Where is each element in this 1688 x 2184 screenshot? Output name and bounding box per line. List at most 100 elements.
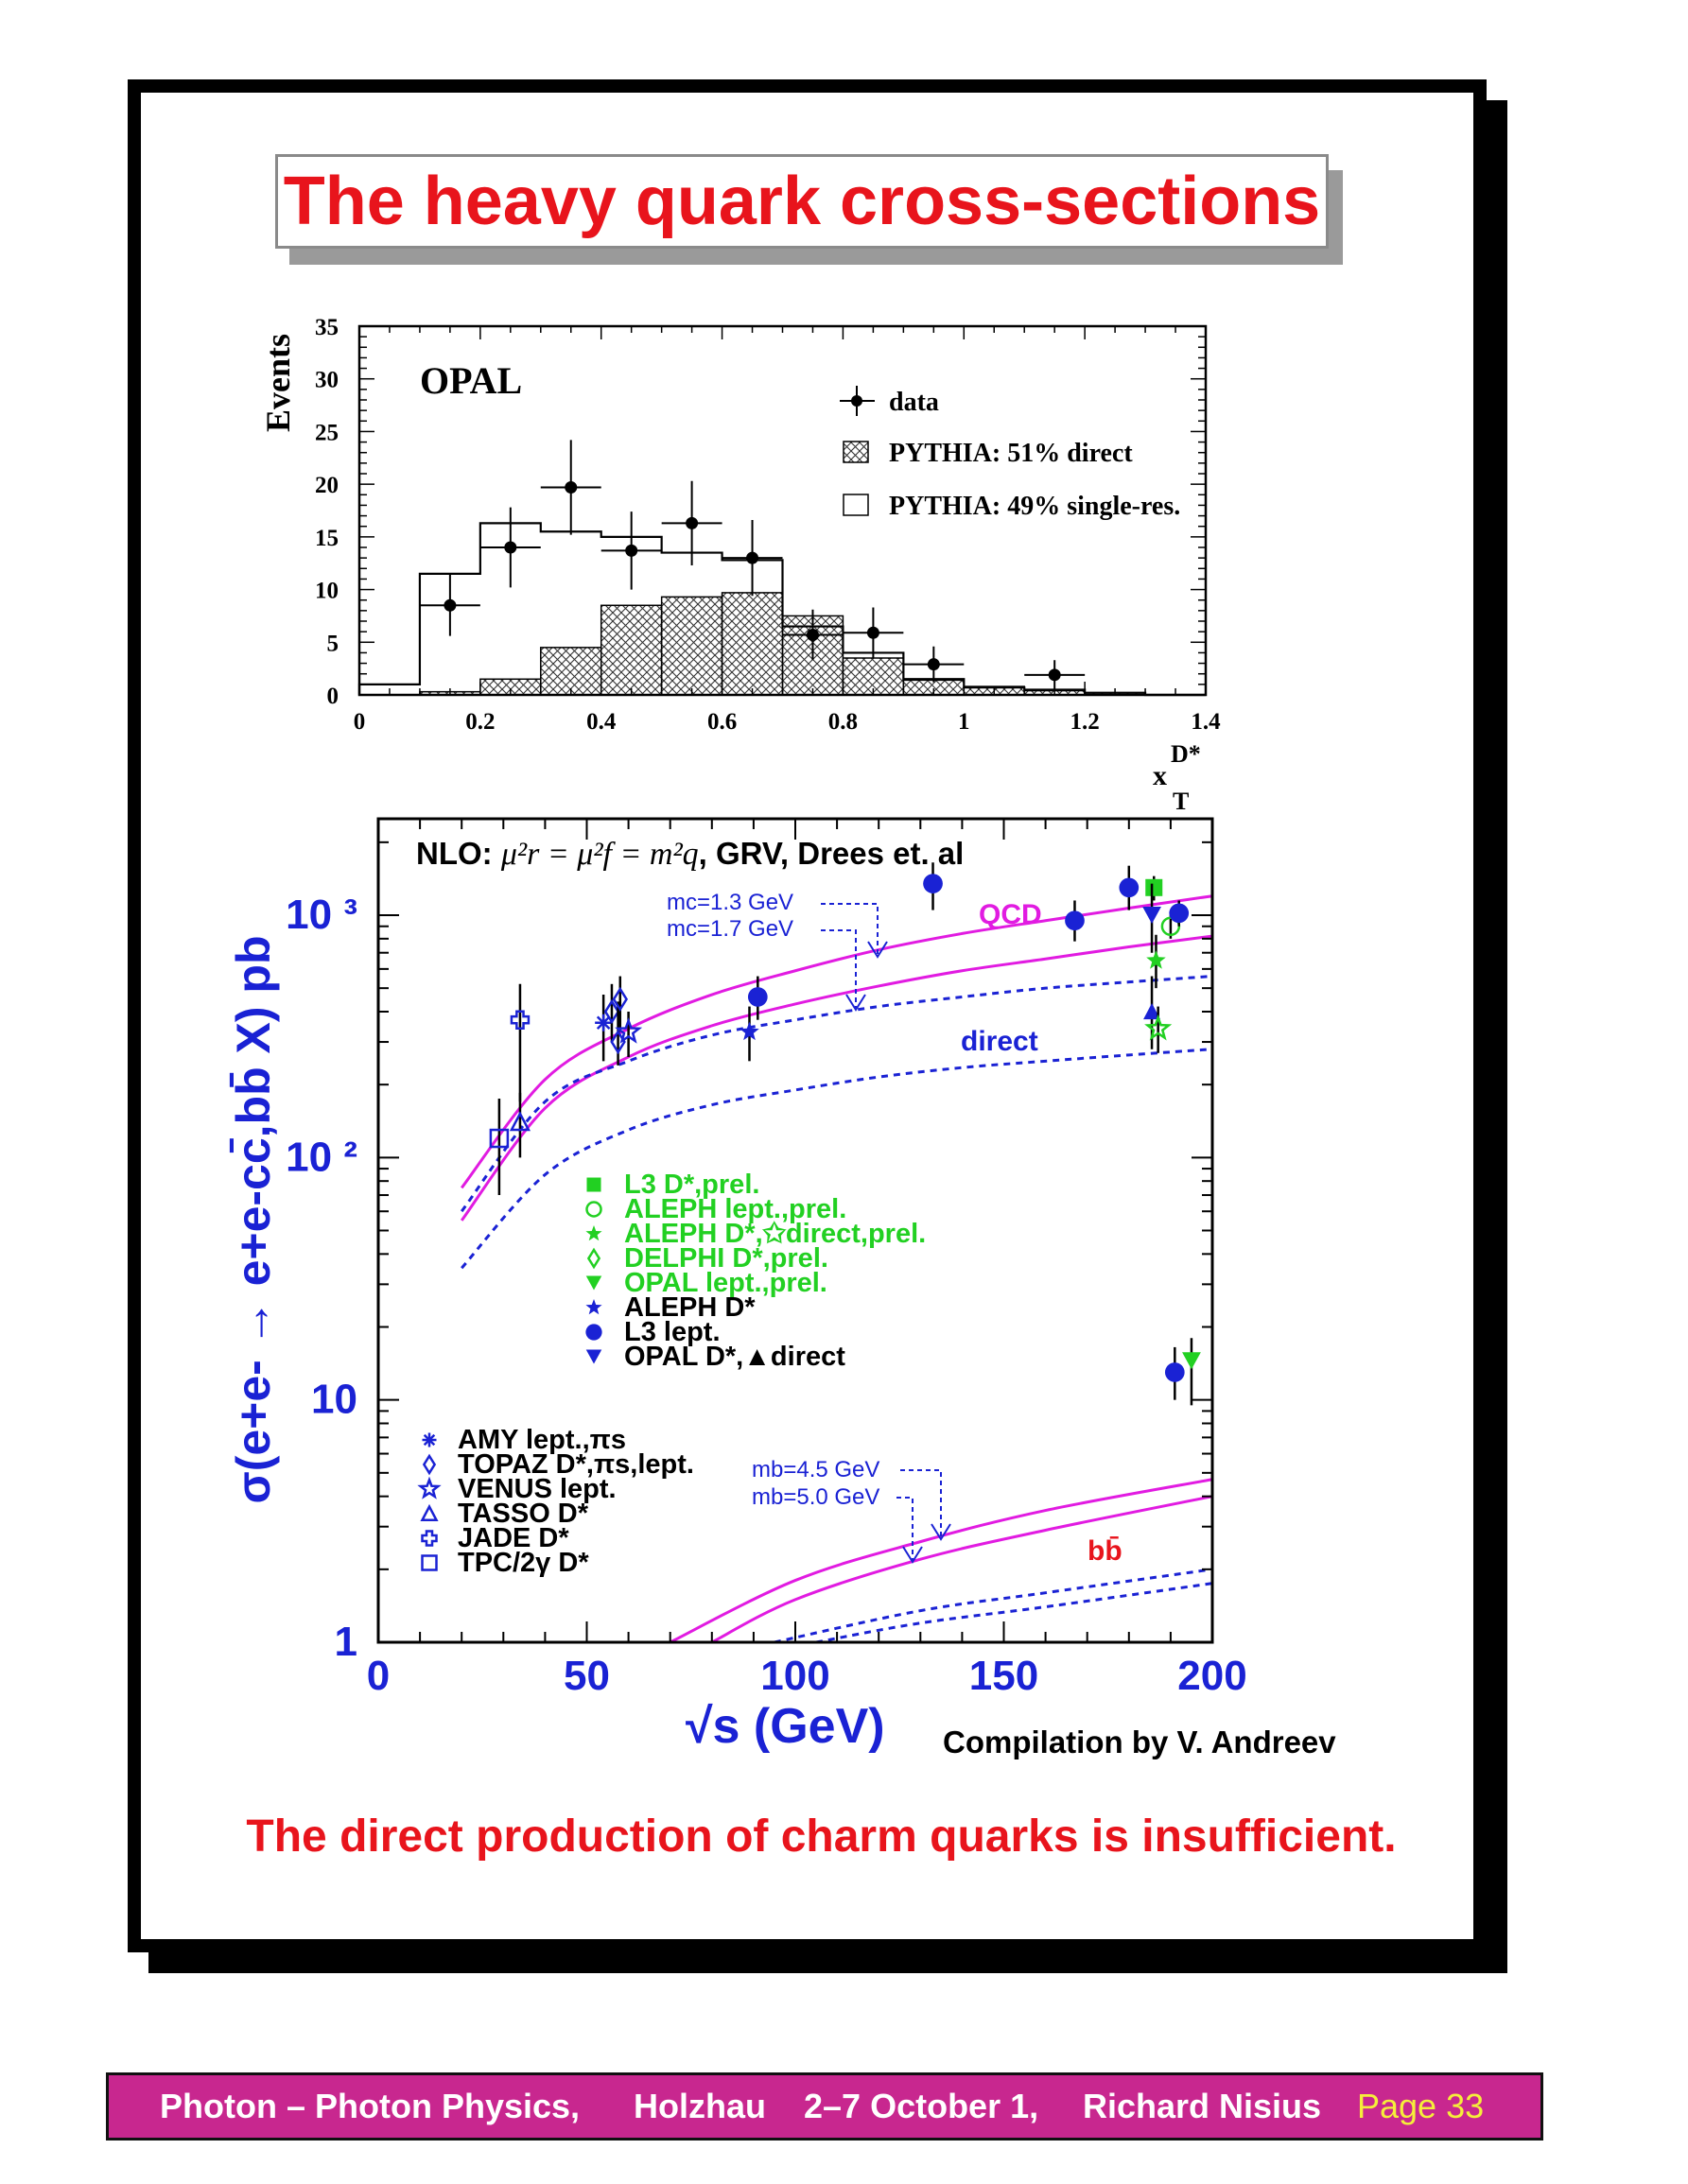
x-tick-label: 0.8 — [828, 709, 858, 735]
legend-label: OPAL lept.,prel. — [624, 1268, 827, 1298]
qcd-label: QCD — [979, 899, 1042, 930]
data-point — [927, 658, 940, 671]
y-tick-label: 15 — [315, 526, 339, 551]
legend-marker — [421, 1530, 438, 1547]
y-tick-label: 1 — [335, 1619, 357, 1665]
legend-marker — [585, 1201, 602, 1218]
y-tick-label: 10 — [311, 1377, 357, 1423]
data-point — [1169, 903, 1190, 924]
direct-curve — [815, 1582, 1213, 1644]
legend-marker — [585, 1225, 602, 1241]
slide-frame — [128, 79, 1487, 1952]
data-point — [746, 551, 759, 564]
y-tick-label: 10 — [315, 579, 339, 604]
data-point — [489, 1128, 510, 1149]
data-point — [923, 874, 943, 893]
bb-label: bb̄ — [1088, 1535, 1122, 1567]
x-tick-label: 0.4 — [586, 709, 617, 735]
mb2-label: mb=5.0 GeV — [752, 1484, 879, 1510]
data-point — [615, 1017, 643, 1044]
footer-page-number: Page 33 — [1357, 2087, 1485, 2125]
footer-date: 2–7 October 1, — [804, 2087, 1039, 2125]
data-point — [866, 626, 879, 639]
legend-marker — [420, 1503, 439, 1521]
legend-label: VENUS lept. — [458, 1474, 617, 1504]
legend-data-label: data — [889, 388, 939, 417]
data-point — [1142, 907, 1161, 925]
legend-marker — [585, 1299, 602, 1315]
x-tick-label: 1.2 — [1070, 709, 1100, 735]
legend-label: ALEPH D* — [624, 1292, 756, 1323]
x-tick-label: 0.6 — [707, 709, 737, 735]
x-axis-label-sqrt-s: √s (GeV) — [686, 1699, 885, 1754]
data-point — [625, 544, 638, 557]
qcd-curve — [670, 1478, 1213, 1644]
legend-label: OPAL D*,▲direct — [624, 1342, 845, 1372]
qcd-curve — [461, 894, 1213, 1189]
footer-bar: Photon – Photon Physics, Holzhau 2–7 Oct… — [106, 2072, 1543, 2141]
legend-marker — [585, 1324, 602, 1341]
data-point — [565, 480, 578, 494]
data-point — [1182, 1352, 1201, 1370]
x-tick-label: 0.2 — [465, 709, 495, 735]
legend-label: L3 D*,prel. — [624, 1170, 759, 1200]
legend-direct-swatch — [843, 441, 869, 463]
direct-curve — [461, 1048, 1213, 1270]
mc2-label: mc=1.7 GeV — [667, 916, 793, 942]
legend-label: TPC/2γ D* — [458, 1548, 589, 1578]
data-point — [747, 987, 768, 1007]
opal-legend: data PYTHIA: 51% direct PYTHIA: 49% sing… — [840, 386, 1180, 521]
legend-label: ALEPH lept.,prel. — [624, 1194, 846, 1224]
legend-label: ALEPH D*,✩direct,prel. — [624, 1219, 926, 1249]
data-point — [510, 1010, 531, 1030]
y-tick-label: 35 — [315, 315, 339, 340]
legend-marker — [422, 1453, 437, 1476]
legend-label: JADE D* — [458, 1523, 569, 1553]
data-point — [509, 1111, 531, 1132]
legend-marker — [585, 1349, 602, 1364]
y-tick-label: 0 — [327, 684, 339, 709]
data-point — [1048, 668, 1061, 682]
y-tick-label: 10 ³ — [286, 892, 357, 938]
legend-total-label: PYTHIA: 49% single-res. — [889, 492, 1180, 521]
svg-text:T: T — [1173, 788, 1189, 815]
direct-bin — [660, 596, 723, 696]
footer-location: Holzhau — [634, 2087, 766, 2125]
x-tick-label: 50 — [564, 1653, 610, 1699]
x-tick-label: 1.4 — [1191, 709, 1221, 735]
data-point — [1065, 910, 1085, 931]
legend-data-marker — [851, 395, 862, 407]
footer-author: Richard Nisius — [1083, 2087, 1322, 2125]
direct-label: direct — [961, 1026, 1038, 1057]
y-tick-label: 10 ² — [286, 1134, 357, 1180]
svg-text:D*: D* — [1171, 740, 1201, 768]
credit-label: Compilation by V. Andreev — [943, 1725, 1336, 1759]
x-tick-label: 100 — [760, 1653, 829, 1699]
data-point — [806, 628, 819, 641]
direct-bin — [600, 604, 663, 696]
x-tick-label: 0 — [354, 709, 366, 735]
direct-bin — [721, 592, 784, 696]
data-point — [686, 516, 699, 529]
data-point — [603, 998, 620, 1025]
opal-label: OPAL — [420, 359, 522, 402]
data-point — [1164, 1362, 1185, 1382]
y-axis-label-sigma: σ(e+e- → e+e-cc̄,bb̄ X) pb — [227, 935, 280, 1503]
x-tick-label: 1 — [958, 709, 970, 735]
data-point — [444, 598, 457, 612]
y-tick-label: 25 — [315, 420, 339, 445]
conclusion-text: The direct production of charm quarks is… — [246, 1811, 1397, 1862]
data-point — [1143, 1003, 1161, 1020]
data-point — [504, 541, 517, 554]
legend-label: AMY lept.,πs — [458, 1425, 626, 1455]
mass-arrows — [821, 903, 951, 1564]
footer-talk-title: Photon – Photon Physics, — [160, 2087, 581, 2125]
nlo-title: NLO: μ²r = μ²f = m²q, GRV, Drees et. al — [416, 836, 964, 872]
data-point — [596, 1015, 611, 1030]
data-point — [1145, 878, 1163, 896]
y-axis-label-events: Events — [259, 334, 297, 432]
data-point — [1119, 877, 1140, 898]
qcd-curve — [711, 1495, 1213, 1644]
legend-marker — [586, 1177, 601, 1192]
